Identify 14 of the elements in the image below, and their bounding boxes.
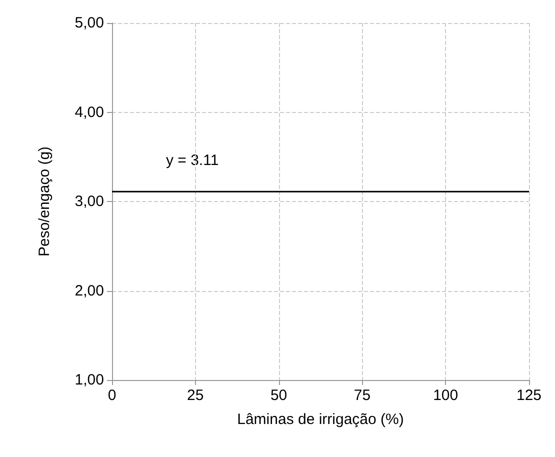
y-tick-label: 2,00 bbox=[74, 282, 104, 300]
y-tick-label: 4,00 bbox=[74, 104, 104, 121]
y-tick-label: 1,00 bbox=[74, 372, 104, 388]
x-tick-label: 25 bbox=[187, 387, 204, 404]
y-axis-title: Peso/engaço (g) bbox=[36, 146, 53, 257]
x-tick-label: 75 bbox=[354, 387, 371, 404]
y-tick-label: 3,00 bbox=[74, 193, 104, 210]
y-tick-label: 5,00 bbox=[74, 14, 104, 32]
x-axis-title: Lâminas de irrigação (%) bbox=[237, 411, 404, 428]
x-tick-label: 125 bbox=[516, 387, 542, 404]
x-tick-label: 100 bbox=[433, 387, 458, 404]
annotation: y = 3.11 bbox=[166, 152, 219, 169]
x-tick-label: 50 bbox=[270, 387, 288, 404]
x-tick-label: 0 bbox=[108, 387, 116, 404]
